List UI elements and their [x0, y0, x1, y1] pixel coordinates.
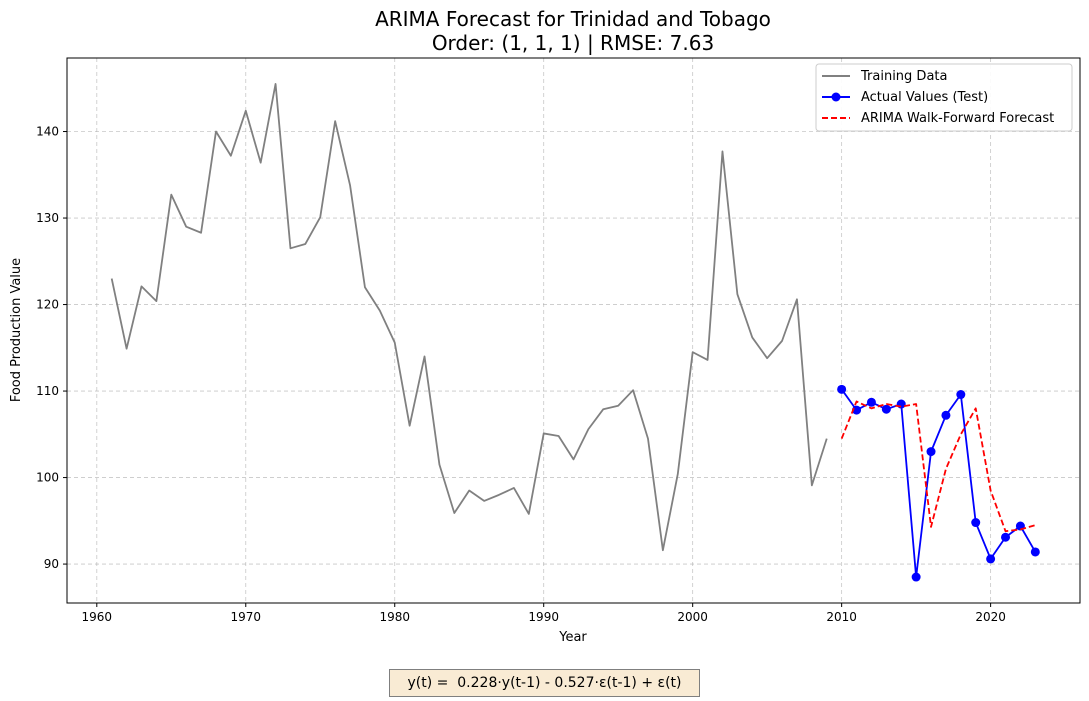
actual-value-point — [1001, 532, 1011, 542]
actual-value-point — [986, 554, 996, 564]
actual-value-point — [926, 447, 936, 457]
x-tick-label: 1960 — [82, 610, 113, 624]
y-tick-label: 110 — [36, 384, 59, 398]
legend-marker-actual — [831, 92, 841, 102]
legend-label-actual: Actual Values (Test) — [861, 90, 988, 105]
legend: Training Data Actual Values (Test) ARIMA… — [815, 63, 1073, 132]
legend-box — [815, 63, 1073, 132]
actual-value-point — [881, 404, 891, 414]
actual-value-point — [896, 399, 906, 409]
chart-title: ARIMA Forecast for Trinidad and Tobago — [375, 7, 771, 31]
x-axis-label: Year — [558, 630, 587, 645]
actual-value-point — [1030, 547, 1040, 557]
training-data-line — [110, 83, 828, 552]
x-tick-label: 1980 — [379, 610, 410, 624]
plot-frame — [66, 57, 1081, 604]
actual-value-point — [911, 572, 921, 582]
y-tick-label: 100 — [36, 471, 59, 485]
actual-value-point — [956, 390, 966, 400]
actual-values-line — [840, 388, 1037, 578]
actual-value-point — [941, 410, 951, 420]
legend-label-training: Training Data — [860, 69, 947, 84]
x-tick-label: 2000 — [677, 610, 708, 624]
x-tick-label: 2020 — [975, 610, 1006, 624]
actual-value-point — [837, 384, 847, 394]
forecast-line — [840, 400, 1036, 533]
equation-box: y(t) = 0.228·y(t-1) - 0.527·ε(t-1) + ε(t… — [389, 669, 700, 697]
actual-value-point — [866, 397, 876, 407]
chart-subtitle: Order: (1, 1, 1) | RMSE: 7.63 — [432, 31, 714, 55]
series-layer — [110, 83, 1040, 582]
x-tick-label: 1970 — [230, 610, 261, 624]
x-tick-label: 2010 — [826, 610, 857, 624]
y-axis-label: Food Production Value — [9, 258, 24, 402]
legend-label-forecast: ARIMA Walk-Forward Forecast — [861, 111, 1054, 126]
actual-value-point — [971, 518, 981, 528]
axis-ticks: 1960 1970 1980 1990 2000 2010 2020 90 100 110 120 1… — [36, 125, 1006, 624]
y-tick-label: 120 — [36, 298, 59, 312]
y-tick-label: 90 — [44, 557, 59, 571]
actual-value-point — [852, 405, 862, 415]
grid — [67, 58, 1080, 603]
y-tick-label: 130 — [36, 211, 59, 225]
y-tick-label: 140 — [36, 125, 59, 139]
x-tick-label: 1990 — [528, 610, 559, 624]
